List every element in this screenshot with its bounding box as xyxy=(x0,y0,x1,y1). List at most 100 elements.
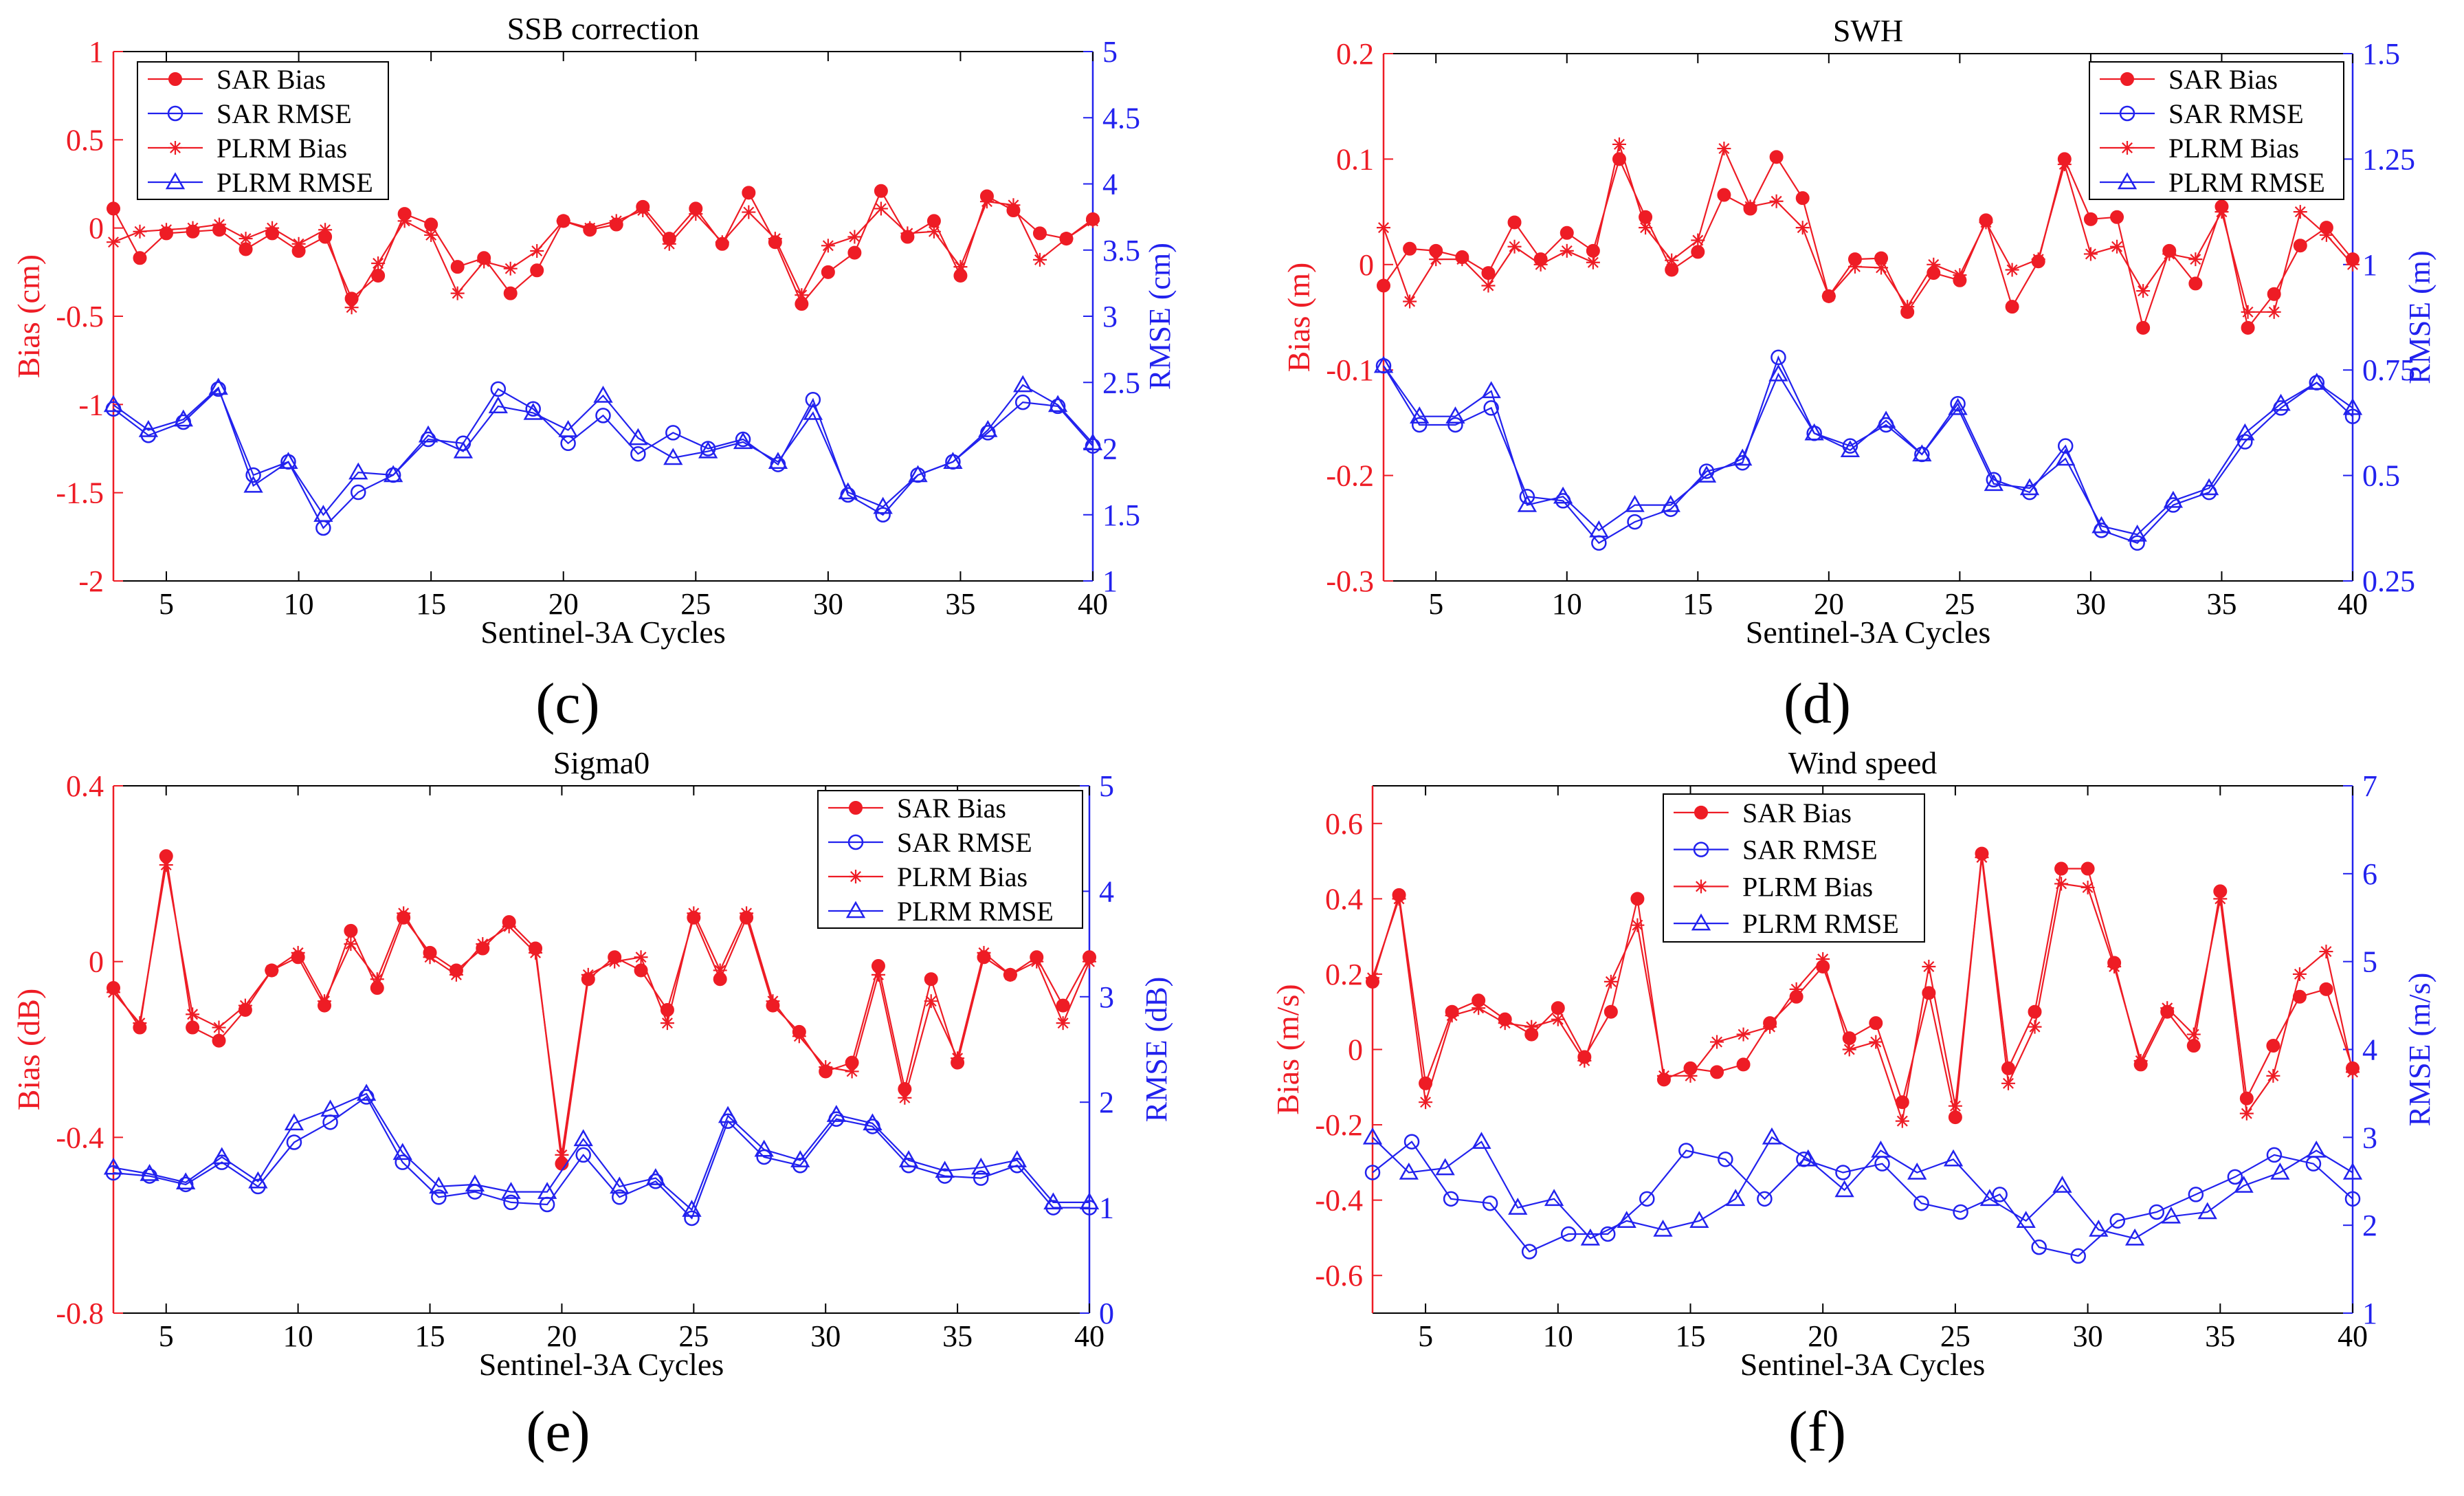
left-tick-label: -0.5 xyxy=(56,300,104,333)
data-point xyxy=(210,381,226,397)
panel-label-d: (d) xyxy=(1784,672,1851,736)
data-point xyxy=(2080,861,2095,876)
data-point xyxy=(395,1154,410,1170)
data-point xyxy=(1056,1016,1070,1031)
x-tick-label: 5 xyxy=(159,1319,174,1353)
data-point xyxy=(1948,397,1968,415)
data-point xyxy=(555,1147,569,1162)
data-point xyxy=(2346,1065,2360,1079)
data-point xyxy=(875,507,891,522)
right-tick-label: 1.5 xyxy=(2362,37,2400,71)
data-point xyxy=(2267,287,2281,301)
legend-label: PLRM RMSE xyxy=(1742,908,1899,939)
data-point xyxy=(138,420,159,437)
data-point xyxy=(2149,1204,2165,1220)
x-tick-label: 15 xyxy=(1675,1319,1705,1353)
data-point xyxy=(1435,1158,1455,1176)
data-point xyxy=(1481,381,1501,399)
left-tick-label: -1.5 xyxy=(56,476,104,510)
legend-box xyxy=(137,61,389,200)
data-point xyxy=(1551,1001,1565,1015)
series-plrm-rmse xyxy=(1373,355,2363,542)
data-point xyxy=(2163,490,2184,508)
data-point xyxy=(1524,1020,1539,1034)
right-tick-label: 1.5 xyxy=(1102,498,1140,532)
data-point xyxy=(943,452,963,469)
data-point xyxy=(370,972,384,987)
data-point xyxy=(953,260,968,274)
data-point xyxy=(2241,320,2255,335)
series-plrm-rmse xyxy=(103,1084,1100,1217)
data-point xyxy=(477,254,491,269)
x-tick-label: 40 xyxy=(2338,587,2368,621)
legend-label: PLRM RMSE xyxy=(897,896,1054,927)
series-sar-rmse xyxy=(1364,1134,2361,1264)
data-point xyxy=(1922,986,1936,1000)
x-tick-label: 40 xyxy=(1074,1319,1105,1353)
series-line xyxy=(1382,141,2353,313)
data-point xyxy=(133,1016,147,1031)
data-point xyxy=(320,1099,340,1117)
right-tick-label: 3 xyxy=(1099,980,1114,1014)
data-point xyxy=(1472,1001,1486,1015)
legend-marker xyxy=(845,901,866,918)
x-tick-label: 20 xyxy=(1814,587,1844,621)
data-point xyxy=(344,300,359,315)
legend-marker xyxy=(2117,172,2138,190)
data-point xyxy=(1445,1009,1459,1023)
left-tick-label: -2 xyxy=(78,564,104,598)
data-point xyxy=(2080,880,2095,894)
series-sar-rmse xyxy=(105,1089,1098,1226)
series-line xyxy=(113,384,1094,516)
x-tick-label: 35 xyxy=(942,1319,973,1353)
x-axis-label: Sentinel-3A Cycles xyxy=(479,1347,724,1382)
data-point xyxy=(2319,945,2333,959)
data-point xyxy=(1603,1004,1618,1019)
data-point xyxy=(1521,1244,1538,1260)
data-point xyxy=(1986,472,2002,487)
data-point xyxy=(593,385,613,403)
data-point xyxy=(1443,1191,1459,1207)
data-point xyxy=(1639,221,1653,235)
data-point xyxy=(2344,408,2361,424)
data-point xyxy=(595,408,611,424)
data-point xyxy=(1030,954,1044,969)
data-point xyxy=(874,184,888,198)
left-tick-label: 0.4 xyxy=(1325,882,1363,916)
data-point xyxy=(212,1020,226,1035)
legend-label: PLRM Bias xyxy=(217,133,347,164)
data-point xyxy=(1804,423,1824,441)
right-tick-label: 5 xyxy=(1102,35,1118,69)
x-tick-label: 10 xyxy=(1552,587,1582,621)
data-point xyxy=(636,204,650,217)
right-tick-label: 6 xyxy=(2362,857,2377,891)
legend-marker xyxy=(1691,913,1711,931)
data-point xyxy=(1717,188,1731,202)
data-point xyxy=(2005,300,2019,314)
data-point xyxy=(2001,1076,2015,1090)
legend-marker xyxy=(849,870,863,883)
data-point xyxy=(2028,1020,2042,1034)
series-line xyxy=(113,1095,1089,1220)
data-point xyxy=(1691,245,1705,259)
data-point xyxy=(1419,1095,1433,1110)
left-tick-label: 0 xyxy=(89,212,104,245)
data-point xyxy=(1907,1162,1927,1180)
chart-title: SWH xyxy=(1833,13,1903,48)
data-point xyxy=(1913,1195,1929,1211)
data-point xyxy=(208,377,228,395)
data-point xyxy=(2054,877,2069,891)
data-point xyxy=(397,214,412,228)
data-point xyxy=(1683,1068,1698,1083)
data-point xyxy=(1013,375,1033,393)
data-point xyxy=(1717,142,1731,156)
legend-label: SAR Bias xyxy=(2168,64,2278,95)
data-point xyxy=(926,224,941,239)
legend-marker xyxy=(1694,805,1708,820)
data-point xyxy=(1630,892,1645,906)
data-point xyxy=(107,201,120,216)
data-point xyxy=(871,967,885,982)
data-point xyxy=(634,963,648,978)
data-point xyxy=(2136,284,2151,298)
data-point xyxy=(502,919,516,934)
